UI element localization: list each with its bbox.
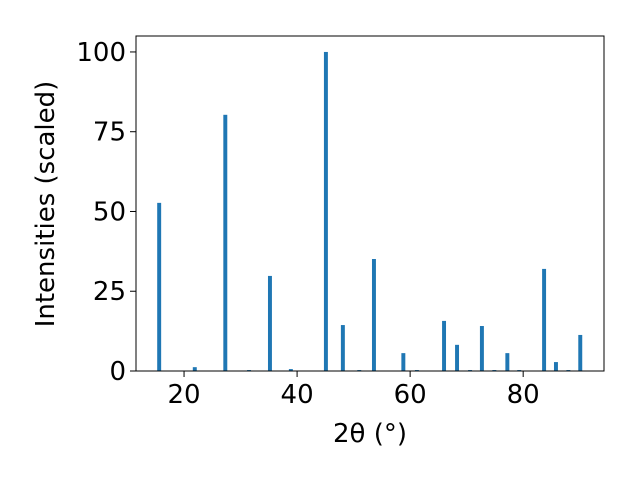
bar (157, 202, 162, 371)
bar (442, 320, 447, 371)
x-tick-label: 80 (507, 380, 540, 410)
bar (553, 362, 558, 371)
y-tick-label: 50 (93, 197, 126, 227)
bar (505, 353, 510, 371)
x-axis-label: 2θ (°) (333, 419, 407, 449)
bar (455, 344, 460, 371)
plot-frame (135, 35, 605, 372)
y-tick-label: 25 (93, 277, 126, 307)
y-tick-label: 100 (76, 38, 126, 68)
bar (267, 275, 272, 371)
x-tick-label: 40 (281, 380, 314, 410)
x-tick-label: 60 (394, 380, 427, 410)
bar (401, 353, 406, 371)
bar (578, 334, 583, 371)
bar (340, 325, 345, 371)
bar (223, 114, 228, 372)
x-tick-label: 20 (167, 380, 200, 410)
y-tick-label: 0 (109, 357, 126, 387)
y-axis-label: Intensities (scaled) (31, 81, 61, 328)
bar (371, 259, 376, 371)
bar (323, 51, 328, 371)
bar (542, 268, 547, 371)
y-tick-label: 75 (93, 118, 126, 148)
bar (288, 369, 293, 371)
bar (479, 326, 484, 371)
bar (192, 367, 197, 371)
